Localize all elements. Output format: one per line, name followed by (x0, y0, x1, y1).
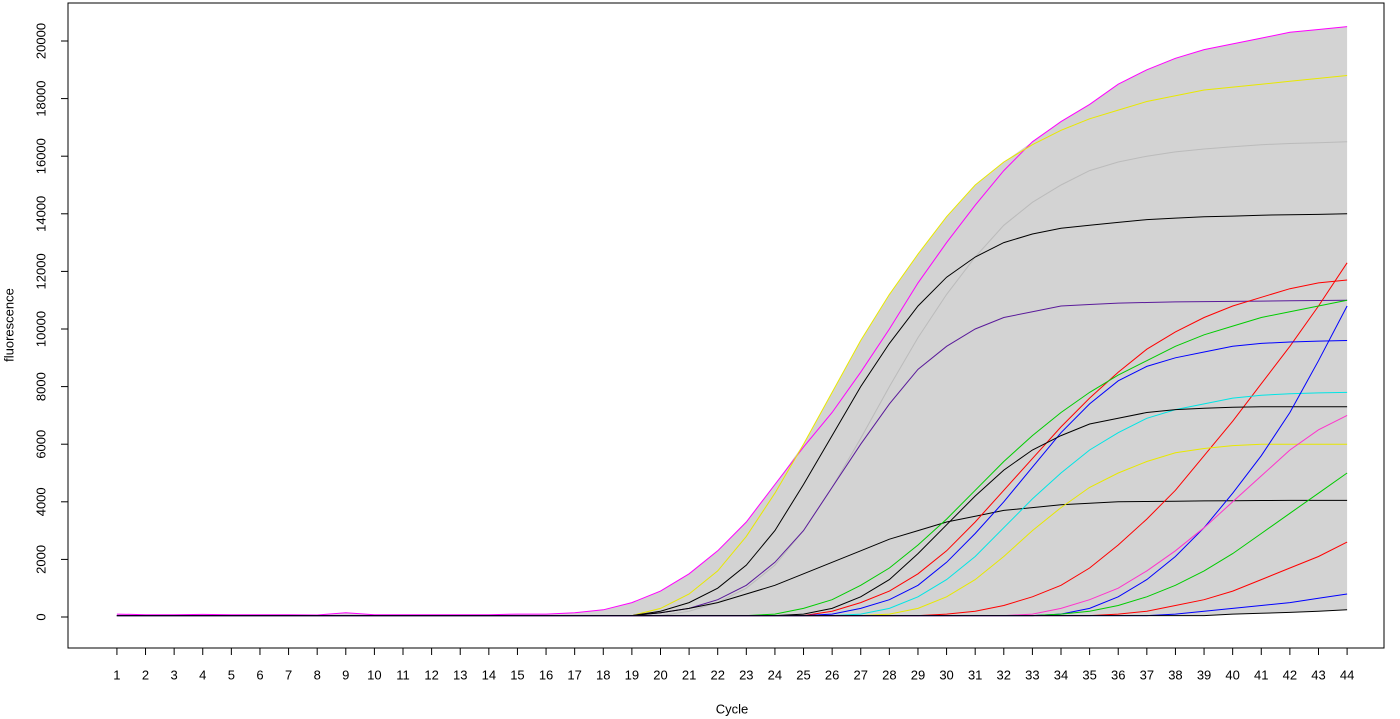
x-tick-label: 37 (1140, 667, 1154, 682)
x-tick-label: 8 (314, 667, 321, 682)
x-tick-label: 13 (453, 667, 467, 682)
x-tick-label: 35 (1082, 667, 1096, 682)
x-tick-label: 31 (968, 667, 982, 682)
x-tick-label: 3 (171, 667, 178, 682)
x-tick-label: 33 (1025, 667, 1039, 682)
x-tick-label: 16 (539, 667, 553, 682)
x-tick-label: 41 (1254, 667, 1268, 682)
x-tick-label: 2 (142, 667, 149, 682)
x-tick-label: 27 (854, 667, 868, 682)
y-tick-label: 10000 (33, 311, 48, 347)
x-tick-label: 19 (625, 667, 639, 682)
x-tick-label: 22 (710, 667, 724, 682)
x-tick-label: 10 (367, 667, 381, 682)
x-tick-label: 18 (596, 667, 610, 682)
x-tick-label: 11 (396, 667, 410, 682)
x-tick-label: 36 (1111, 667, 1125, 682)
x-tick-label: 26 (825, 667, 839, 682)
x-tick-label: 7 (285, 667, 292, 682)
x-tick-label: 21 (682, 667, 696, 682)
y-tick-label: 18000 (33, 81, 48, 117)
x-tick-label: 34 (1054, 667, 1068, 682)
x-tick-label: 12 (424, 667, 438, 682)
x-tick-label: 29 (911, 667, 925, 682)
x-tick-label: 6 (256, 667, 263, 682)
plot-area (116, 26, 1348, 617)
y-tick-label: 8000 (33, 372, 48, 401)
x-tick-label: 38 (1168, 667, 1182, 682)
x-tick-label: 42 (1283, 667, 1297, 682)
x-tick-label: 5 (228, 667, 235, 682)
x-tick-label: 30 (939, 667, 953, 682)
y-tick-label: 2000 (33, 545, 48, 574)
x-axis-label: Cycle (716, 701, 749, 716)
y-tick-label: 12000 (33, 253, 48, 289)
y-tick-label: 0 (33, 613, 48, 620)
y-tick-label: 4000 (33, 487, 48, 516)
y-tick-label: 6000 (33, 430, 48, 459)
x-tick-label: 14 (482, 667, 496, 682)
envelope (116, 26, 1348, 616)
x-tick-label: 17 (567, 667, 581, 682)
series-line (116, 26, 1348, 616)
x-tick-label: 43 (1311, 667, 1325, 682)
x-tick-label: 25 (796, 667, 810, 682)
x-tick-label: 40 (1225, 667, 1239, 682)
y-tick-label: 20000 (33, 23, 48, 59)
x-tick-label: 39 (1197, 667, 1211, 682)
x-tick-label: 44 (1340, 667, 1354, 682)
x-tick-label: 24 (768, 667, 782, 682)
x-tick-label: 15 (510, 667, 524, 682)
y-axis-label: fluorescence (1, 288, 16, 362)
x-tick-label: 9 (342, 667, 349, 682)
x-tick-label: 20 (653, 667, 667, 682)
x-tick-label: 1 (113, 667, 120, 682)
x-tick-label: 4 (199, 667, 206, 682)
x-tick-label: 28 (882, 667, 896, 682)
x-tick-label: 32 (997, 667, 1011, 682)
y-tick-label: 16000 (33, 138, 48, 174)
y-tick-label: 14000 (33, 196, 48, 232)
x-tick-label: 23 (739, 667, 753, 682)
series-line (116, 609, 1348, 617)
